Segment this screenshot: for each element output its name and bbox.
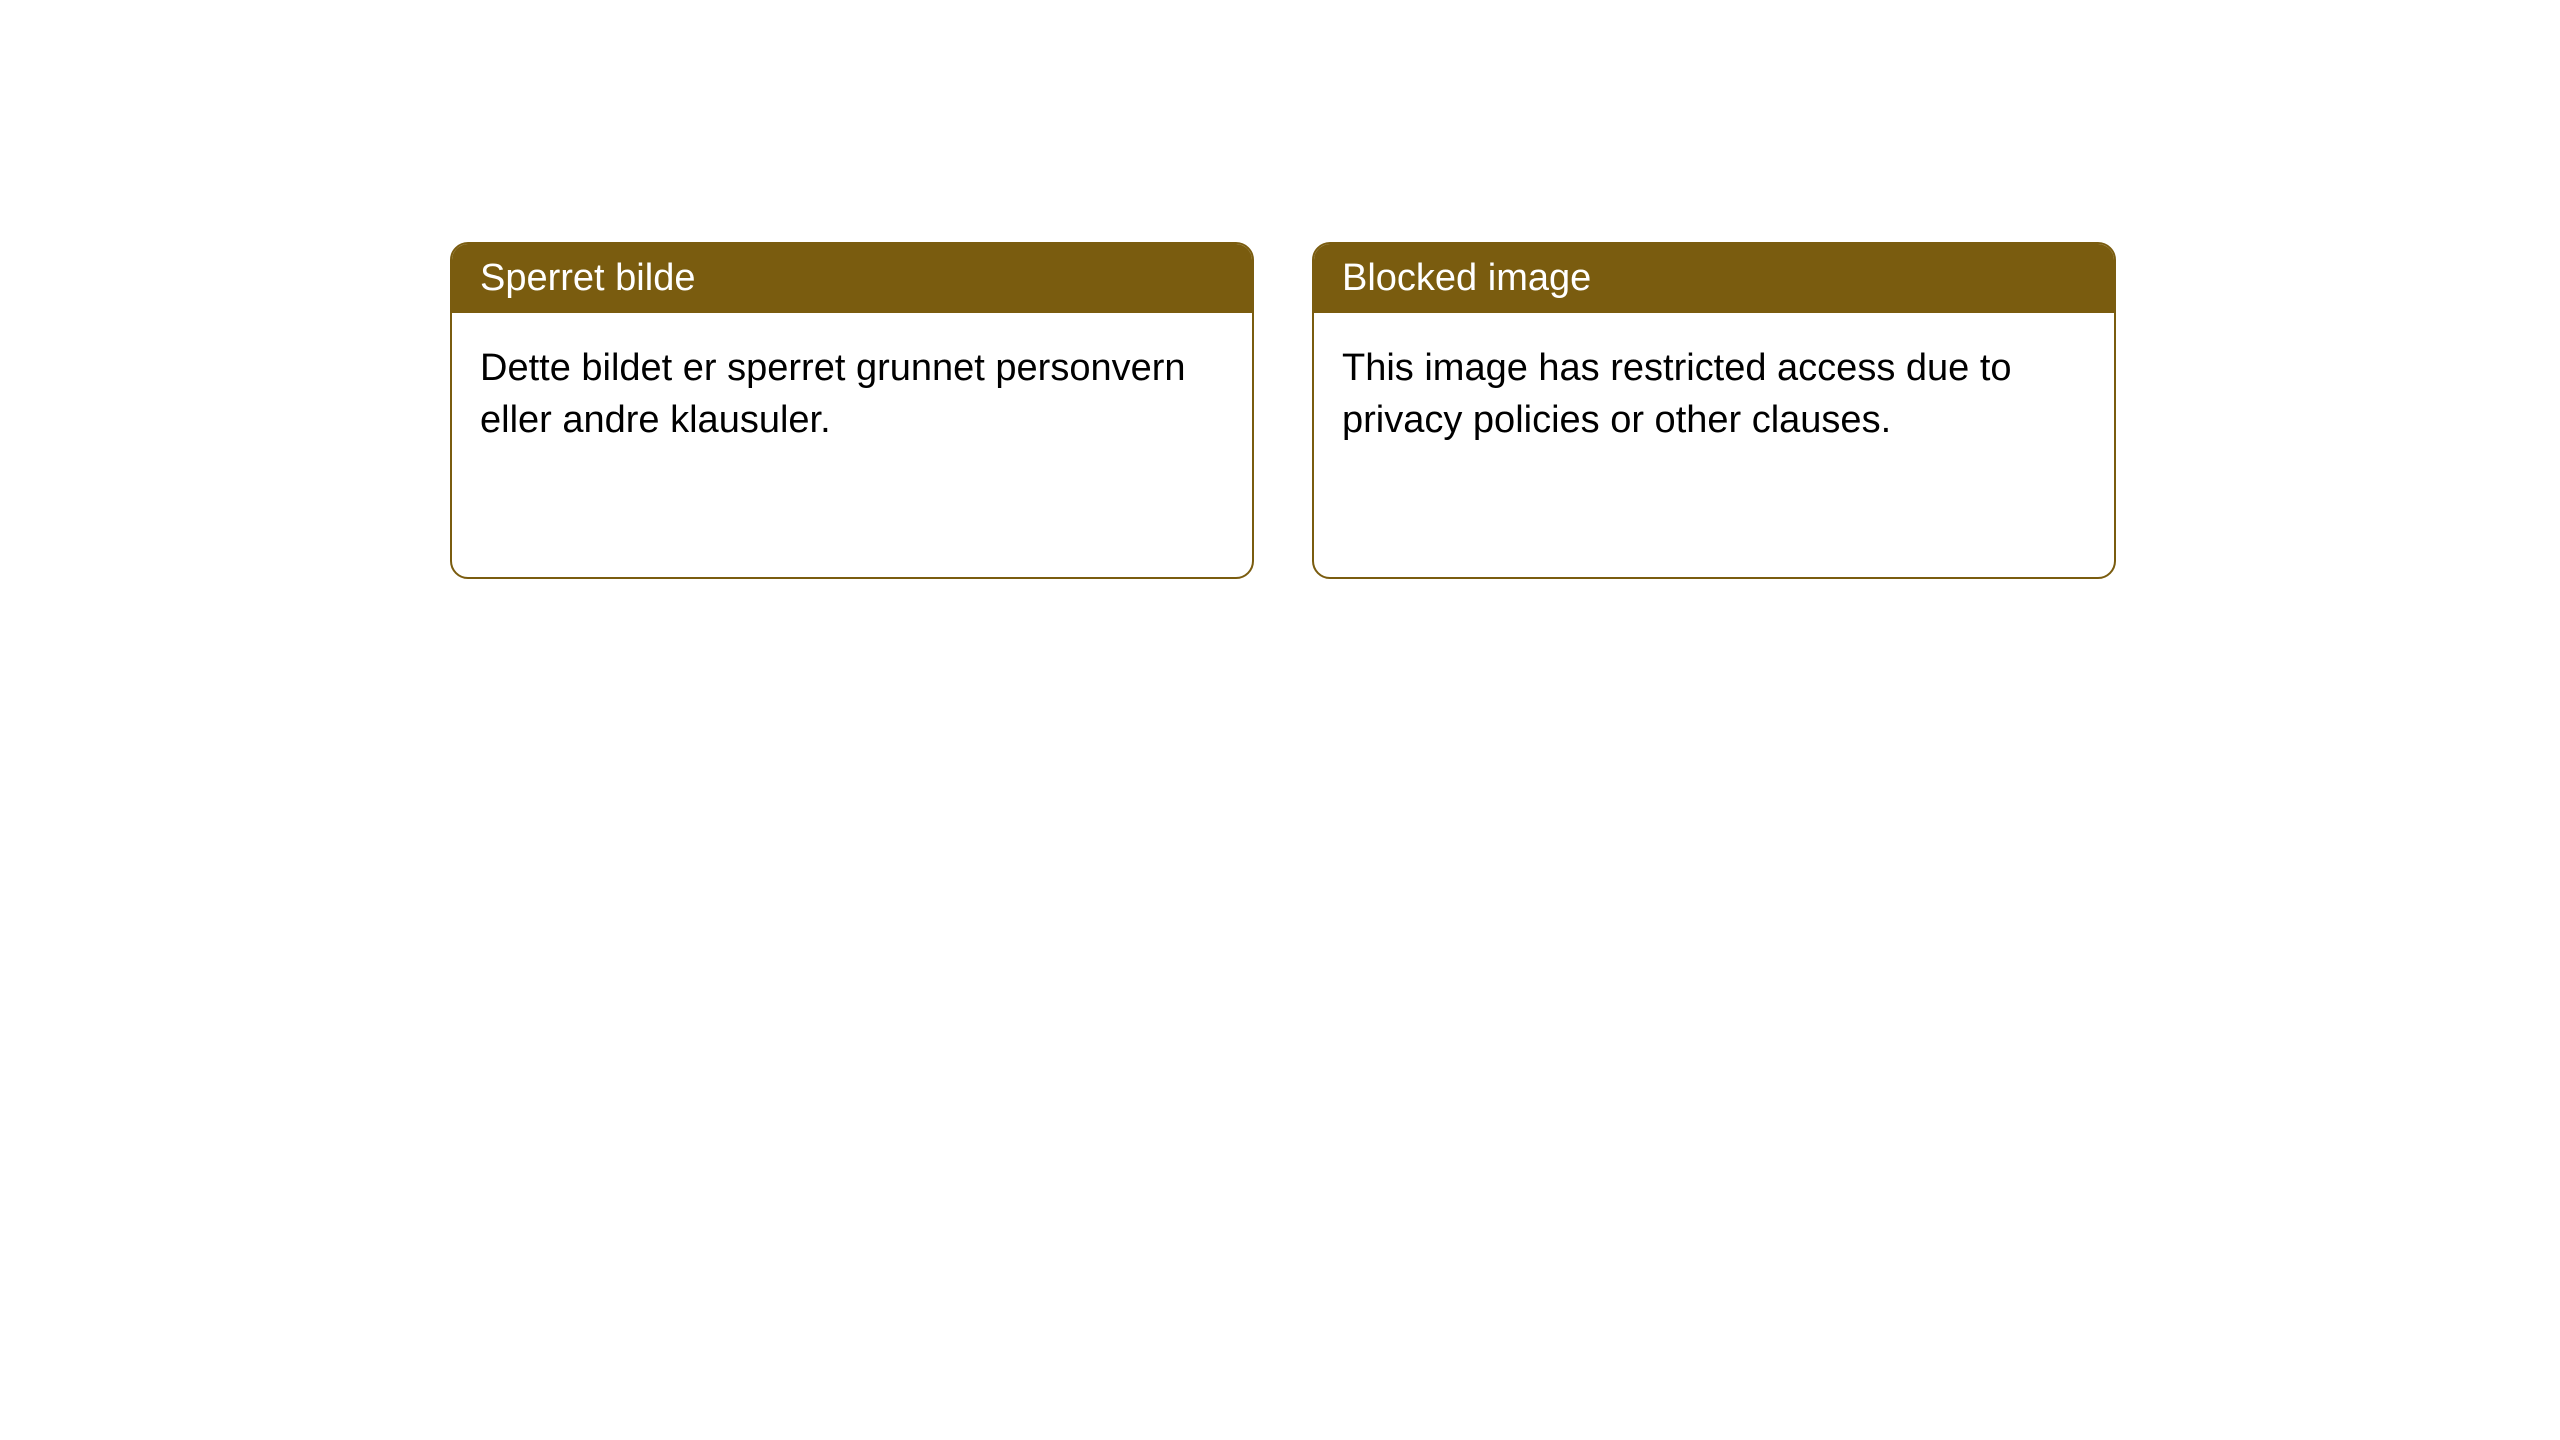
notice-card-norwegian: Sperret bilde Dette bildet er sperret gr…	[450, 242, 1254, 579]
notice-card-english: Blocked image This image has restricted …	[1312, 242, 2116, 579]
card-message: Dette bildet er sperret grunnet personve…	[480, 347, 1186, 440]
card-message: This image has restricted access due to …	[1342, 347, 2012, 440]
card-body: This image has restricted access due to …	[1314, 313, 2114, 476]
card-title: Blocked image	[1342, 257, 1591, 299]
card-header: Sperret bilde	[452, 244, 1252, 313]
card-title: Sperret bilde	[480, 257, 695, 299]
card-body: Dette bildet er sperret grunnet personve…	[452, 313, 1252, 476]
notice-container: Sperret bilde Dette bildet er sperret gr…	[0, 0, 2560, 579]
card-header: Blocked image	[1314, 244, 2114, 313]
